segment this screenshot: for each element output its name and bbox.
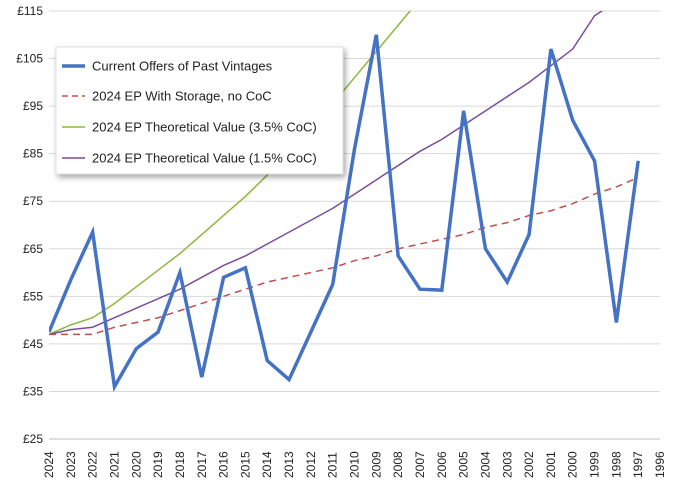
series-line-1 bbox=[49, 176, 639, 336]
y-tick-label: £45 bbox=[23, 337, 43, 351]
x-tick-label: 2000 bbox=[566, 451, 580, 478]
x-tick-label: 2024 bbox=[42, 451, 56, 478]
x-tick-label: 2023 bbox=[64, 451, 78, 478]
x-tick-label: 1998 bbox=[609, 451, 623, 478]
x-tick-label: 2022 bbox=[86, 451, 100, 478]
y-tick-label: £55 bbox=[23, 289, 43, 303]
x-tick-label: 2002 bbox=[522, 451, 536, 478]
series-line-2 bbox=[49, 11, 412, 336]
x-tick-label: 2019 bbox=[151, 451, 165, 478]
x-tick-label: 2009 bbox=[369, 451, 383, 478]
legend-label-0: Current Offers of Past Vintages bbox=[92, 59, 273, 74]
x-tick-label: 1997 bbox=[631, 451, 645, 478]
x-tick-label: 2006 bbox=[435, 451, 449, 478]
x-tick-label: 2010 bbox=[348, 451, 362, 478]
legend-label-3: 2024 EP Theoretical Value (1.5% CoC) bbox=[92, 151, 317, 166]
x-tick-label: 2020 bbox=[129, 451, 143, 478]
x-tick-label: 2008 bbox=[391, 451, 405, 478]
y-tick-label: £85 bbox=[23, 147, 43, 161]
x-tick-label: 2017 bbox=[195, 451, 209, 478]
y-tick-label: £25 bbox=[23, 432, 43, 446]
series-line-0 bbox=[49, 34, 640, 392]
legend-label-1: 2024 EP With Storage, no CoC bbox=[92, 89, 272, 104]
legend-box bbox=[55, 46, 344, 175]
series-line-3 bbox=[49, 11, 604, 336]
y-tick-label: £115 bbox=[17, 4, 43, 18]
y-tick-label: £35 bbox=[23, 384, 43, 398]
series-lines bbox=[49, 11, 640, 392]
y-tick-label: £95 bbox=[23, 99, 43, 113]
y-tick-label: £65 bbox=[23, 242, 43, 256]
y-tick-label: £75 bbox=[23, 194, 43, 208]
x-tick-label: 2001 bbox=[544, 451, 558, 478]
y-tick-label: £105 bbox=[16, 52, 43, 66]
x-axis-tick-labels: 2024 2023 2022 2021 2020 2019 2018 2017 2016 2015… bbox=[42, 451, 667, 478]
legend-label-2: 2024 EP Theoretical Value (3.5% CoC) bbox=[92, 120, 317, 135]
x-tick-label: 2018 bbox=[173, 451, 187, 478]
x-tick-label: 2016 bbox=[217, 451, 231, 478]
x-tick-label: 2004 bbox=[478, 451, 492, 478]
y-axis-tick-labels: £25 £35 £45 £55 £65 £75 £85 £95 £105 £115 bbox=[16, 4, 43, 446]
x-tick-label: 2021 bbox=[107, 451, 121, 478]
x-tick-label: 2003 bbox=[500, 451, 514, 478]
x-tick-label: 2013 bbox=[282, 451, 296, 478]
x-tick-label: 2007 bbox=[413, 451, 427, 478]
legend: Current Offers of Past Vintages 2024 EP W… bbox=[55, 46, 344, 175]
x-tick-label: 1999 bbox=[588, 451, 602, 478]
x-tick-label: 2005 bbox=[457, 451, 471, 478]
x-tick-label: 2012 bbox=[304, 451, 318, 478]
x-tick-label: 1996 bbox=[653, 451, 667, 478]
x-tick-label: 2011 bbox=[326, 452, 340, 478]
x-tick-label: 2014 bbox=[260, 451, 274, 478]
x-tick-label: 2015 bbox=[238, 451, 252, 478]
